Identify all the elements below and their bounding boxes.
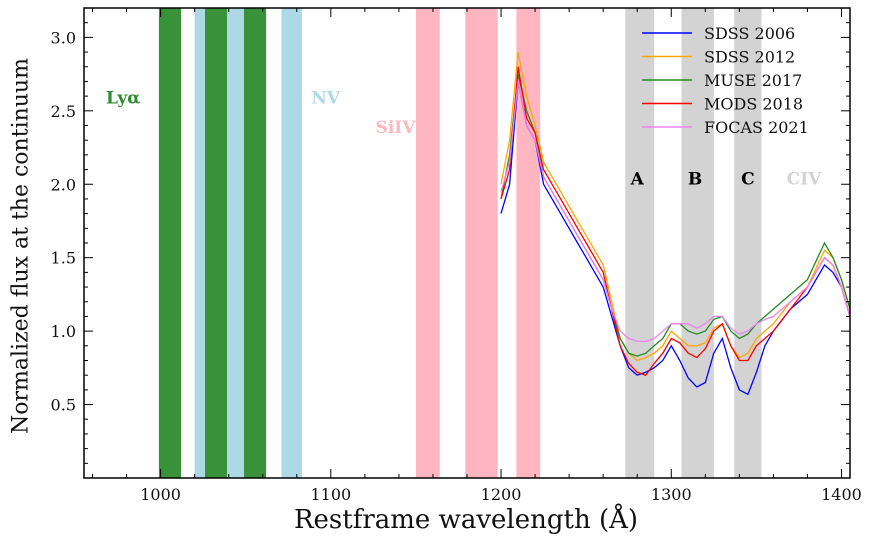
- x-tick-label: 1200: [481, 485, 522, 504]
- legend-label: MUSE 2017: [704, 71, 802, 90]
- x-tick-label: 1000: [140, 485, 181, 504]
- y-tick-label: 3.0: [51, 28, 76, 47]
- band-label-lya: Lyα: [106, 88, 140, 108]
- y-tick-label: 2.5: [51, 102, 76, 121]
- band-label-c: C: [741, 169, 755, 189]
- band-lya-3: [244, 8, 267, 478]
- legend-label: FOCAS 2021: [704, 118, 809, 137]
- legend-label: MODS 2018: [704, 95, 803, 114]
- x-axis-label: Restframe wavelength (Å): [293, 505, 639, 535]
- series-lines: [500, 51, 851, 396]
- absorption-bands: [158, 8, 762, 478]
- band-nv-1: [194, 8, 205, 478]
- series-sdss-2012: [500, 51, 851, 362]
- y-axis-label: Normalized flux at the continuum: [8, 58, 34, 434]
- legend-label: SDSS 2012: [704, 48, 795, 67]
- legend-label: SDSS 2006: [704, 24, 795, 43]
- legend: SDSS 2006 SDSS 2012 MUSE 2017 MODS 2018 FOCA…: [642, 24, 809, 137]
- band-civ-2: [681, 8, 714, 478]
- band-label-civ: CIV: [787, 169, 822, 189]
- series-muse-2017: [500, 73, 851, 357]
- band-labels: Lyα NV SiIV A B C CIV: [106, 88, 822, 189]
- band-label-siiv: SiIV: [376, 118, 417, 138]
- x-tick-label: 1400: [821, 485, 862, 504]
- series-focas-2021: [500, 81, 851, 343]
- band-label-b: B: [688, 169, 702, 189]
- band-lya-2: [204, 8, 227, 478]
- x-tick-label: 1300: [651, 485, 692, 504]
- series-mods-2018: [500, 66, 851, 376]
- band-nv-3: [281, 8, 302, 478]
- y-tick-label: 2.0: [51, 175, 76, 194]
- series-sdss-2006: [500, 81, 851, 396]
- band-nv-2: [226, 8, 245, 478]
- y-tick-label: 1.0: [51, 322, 76, 341]
- axis-ticks: 1000 1100 1200 1300 1400 0.5 1.0 1.5 2.0 2.5 3.0: [51, 8, 862, 504]
- y-tick-label: 1.5: [51, 249, 76, 268]
- x-tick-label: 1100: [310, 485, 351, 504]
- band-label-a: A: [630, 169, 645, 189]
- band-lya-1: [158, 8, 182, 478]
- band-civ-3: [734, 8, 762, 478]
- y-tick-label: 0.5: [51, 396, 76, 415]
- band-civ-1: [625, 8, 655, 478]
- band-label-nv: NV: [311, 88, 341, 108]
- band-siiv-1: [415, 8, 440, 478]
- band-siiv-3: [516, 8, 541, 478]
- band-siiv-2: [465, 8, 498, 478]
